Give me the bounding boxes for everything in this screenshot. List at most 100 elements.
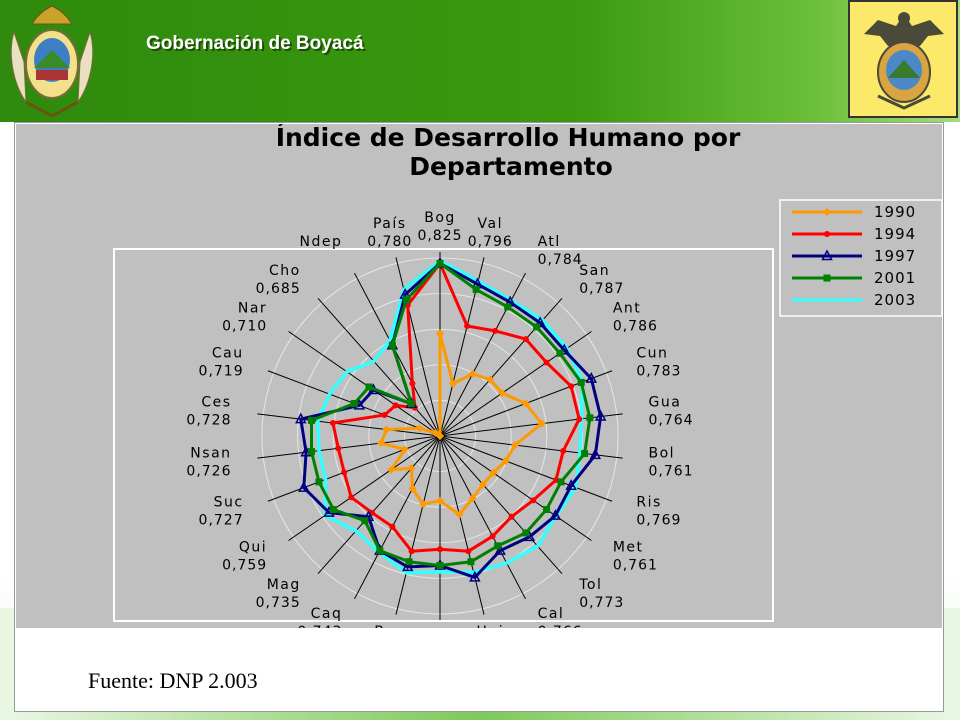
category-name-cal: Cal bbox=[538, 606, 565, 622]
category-value-suc: 0,727 bbox=[199, 512, 244, 528]
chart-title-line-2: Departamento bbox=[409, 152, 613, 181]
point-2001 bbox=[543, 506, 551, 514]
category-value-nsan: 0,726 bbox=[186, 463, 231, 479]
category-name-bog: Bog bbox=[424, 210, 456, 226]
category-name-bol: Bol bbox=[648, 445, 675, 461]
legend-box bbox=[779, 199, 942, 317]
point-1994 bbox=[381, 411, 388, 418]
point-1994 bbox=[392, 402, 399, 409]
point-2001 bbox=[376, 547, 384, 555]
point-1997 bbox=[534, 316, 546, 328]
point-1990 bbox=[478, 480, 487, 489]
radial-axis-país bbox=[395, 257, 441, 437]
point-1990 bbox=[448, 379, 457, 388]
category-name-qui: Qui bbox=[239, 539, 267, 555]
category-name-país: País bbox=[373, 216, 407, 232]
point-2001 bbox=[388, 341, 396, 349]
radial-axis-hui bbox=[439, 435, 485, 615]
point-2001 bbox=[307, 416, 315, 424]
category-value-ces: 0,728 bbox=[186, 413, 231, 429]
category-name-ant: Ant bbox=[613, 301, 641, 317]
radial-axis-tol bbox=[439, 435, 563, 575]
radial-axis-boy bbox=[395, 435, 441, 615]
boyaca-seal-right bbox=[848, 0, 958, 118]
point-2001 bbox=[467, 558, 475, 566]
point-2001 bbox=[329, 506, 337, 514]
point-1994 bbox=[437, 546, 443, 553]
legend-marker-2001 bbox=[823, 274, 831, 282]
category-name-san: San bbox=[579, 263, 610, 279]
legend-marker-1994 bbox=[824, 231, 830, 237]
point-1994 bbox=[465, 548, 472, 555]
category-value-cau: 0,719 bbox=[199, 364, 244, 380]
category-name-nar: Nar bbox=[238, 301, 267, 317]
point-2001 bbox=[581, 450, 589, 458]
category-value-nar: 0,710 bbox=[222, 319, 267, 335]
point-1990 bbox=[400, 445, 409, 454]
category-name-gua: Gua bbox=[648, 395, 681, 411]
point-2001 bbox=[586, 414, 594, 422]
point-1990 bbox=[510, 441, 519, 450]
point-1994 bbox=[389, 523, 396, 530]
point-1990 bbox=[407, 464, 416, 473]
point-1994 bbox=[508, 513, 515, 520]
header-title: Gobernación de Boyacá bbox=[146, 33, 364, 54]
category-value-mag: 0,735 bbox=[256, 595, 301, 611]
source-note: Fuente: DNP 2.003 bbox=[88, 668, 258, 693]
point-1990 bbox=[436, 432, 444, 440]
category-name-ces: Ces bbox=[201, 395, 231, 411]
legend-label-2001: 2001 bbox=[874, 269, 916, 287]
point-2001 bbox=[472, 285, 480, 293]
category-value-cho: 0,685 bbox=[256, 281, 301, 297]
radial-axis-suc bbox=[267, 435, 441, 502]
point-1997 bbox=[298, 481, 310, 492]
point-2001 bbox=[436, 259, 444, 267]
eagle-seal-icon bbox=[864, 12, 944, 110]
point-1997 bbox=[558, 343, 571, 355]
legend-label-2003: 2003 bbox=[874, 291, 916, 309]
category-value-atl: 0,784 bbox=[538, 252, 583, 268]
point-1997 bbox=[362, 510, 375, 521]
legend-marker-1997 bbox=[821, 249, 833, 261]
point-1994 bbox=[492, 327, 499, 334]
radial-axis-ndep bbox=[354, 272, 441, 437]
category-value-qui: 0,759 bbox=[222, 557, 267, 573]
radial-axis-met bbox=[439, 435, 592, 541]
point-1994 bbox=[552, 476, 559, 483]
point-1997 bbox=[469, 570, 481, 582]
radial-axis-cal bbox=[439, 435, 526, 600]
point-1990 bbox=[498, 389, 507, 398]
point-2001 bbox=[402, 296, 410, 304]
point-2001 bbox=[556, 349, 564, 357]
point-1994 bbox=[489, 533, 496, 540]
point-2001 bbox=[577, 378, 585, 386]
point-1997 bbox=[594, 409, 607, 421]
point-2001 bbox=[307, 448, 315, 456]
legend-marker-1990 bbox=[823, 208, 831, 216]
point-1990 bbox=[436, 329, 444, 338]
point-1994 bbox=[409, 380, 416, 387]
radial-axis-caq bbox=[354, 435, 441, 600]
point-1997 bbox=[585, 372, 598, 383]
point-1990 bbox=[537, 419, 546, 428]
radial-axis-cho bbox=[317, 297, 441, 437]
point-2001 bbox=[557, 478, 565, 486]
category-value-gua: 0,764 bbox=[648, 413, 693, 429]
point-1990 bbox=[489, 468, 498, 477]
point-1994 bbox=[530, 497, 537, 504]
point-1990 bbox=[468, 369, 477, 378]
point-2001 bbox=[522, 529, 530, 537]
category-name-met: Met bbox=[613, 539, 644, 555]
point-1990 bbox=[501, 456, 510, 465]
legend-label-1997: 1997 bbox=[874, 247, 916, 265]
point-1990 bbox=[486, 375, 495, 384]
category-name-cun: Cun bbox=[636, 346, 668, 362]
category-value-país: 0,780 bbox=[367, 234, 412, 250]
point-2001 bbox=[315, 478, 323, 486]
point-1990 bbox=[408, 484, 417, 493]
radial-axis-nsan bbox=[257, 435, 441, 459]
point-1994 bbox=[543, 359, 550, 366]
point-1997 bbox=[565, 479, 577, 490]
category-name-cho: Cho bbox=[269, 263, 301, 279]
